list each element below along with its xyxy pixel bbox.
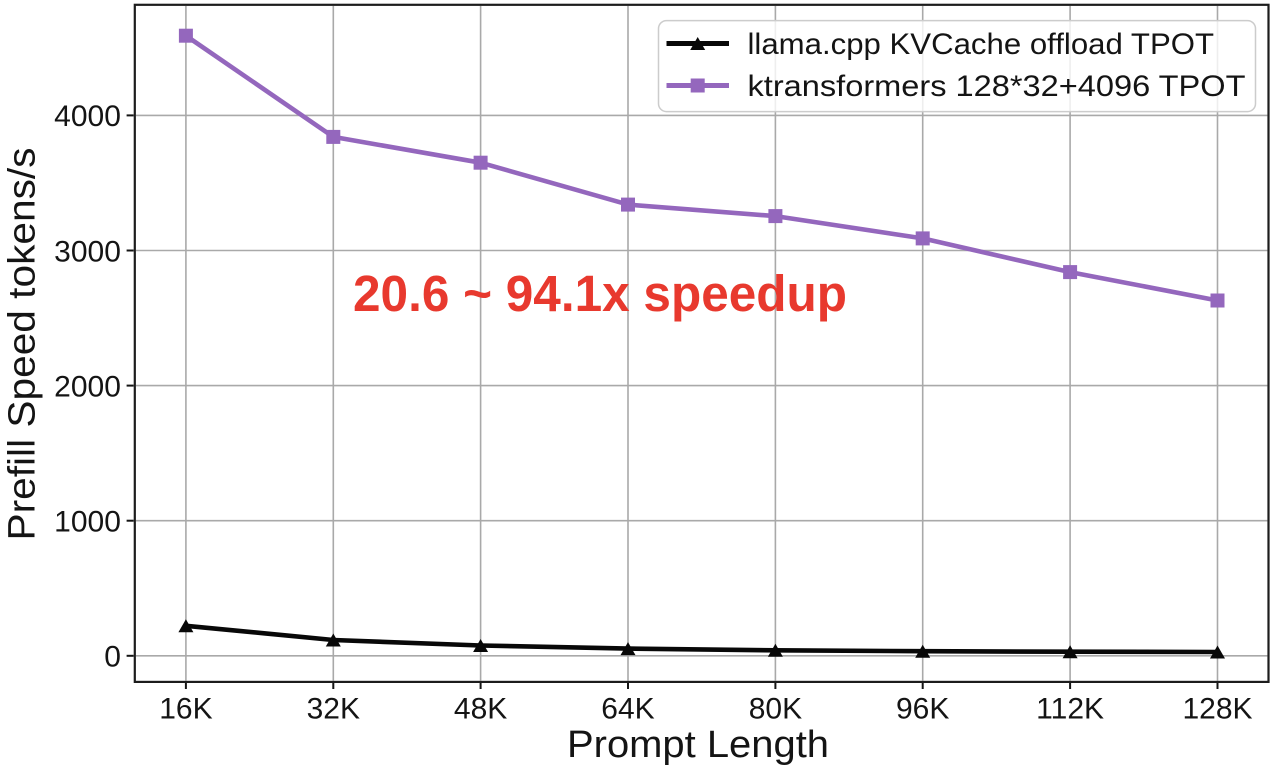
svg-text:ktransformers 128*32+4096 TPOT: ktransformers 128*32+4096 TPOT <box>748 70 1246 103</box>
svg-text:32K: 32K <box>307 692 360 725</box>
svg-text:4000: 4000 <box>54 100 121 133</box>
svg-text:Prefill Speed tokens/s: Prefill Speed tokens/s <box>2 148 44 541</box>
svg-text:3000: 3000 <box>54 235 121 268</box>
svg-text:llama.cpp KVCache offload TPOT: llama.cpp KVCache offload TPOT <box>748 28 1215 61</box>
svg-text:Prompt Length: Prompt Length <box>567 724 829 766</box>
svg-text:20.6 ~ 94.1x speedup: 20.6 ~ 94.1x speedup <box>353 265 847 322</box>
svg-text:64K: 64K <box>601 692 654 725</box>
svg-text:16K: 16K <box>159 692 212 725</box>
svg-text:128K: 128K <box>1182 692 1252 725</box>
svg-text:0: 0 <box>104 641 121 674</box>
svg-text:2000: 2000 <box>54 370 121 403</box>
svg-text:112K: 112K <box>1036 692 1104 725</box>
svg-text:48K: 48K <box>454 692 507 725</box>
svg-text:80K: 80K <box>749 692 802 725</box>
svg-text:96K: 96K <box>896 692 949 725</box>
svg-text:1000: 1000 <box>54 506 121 539</box>
